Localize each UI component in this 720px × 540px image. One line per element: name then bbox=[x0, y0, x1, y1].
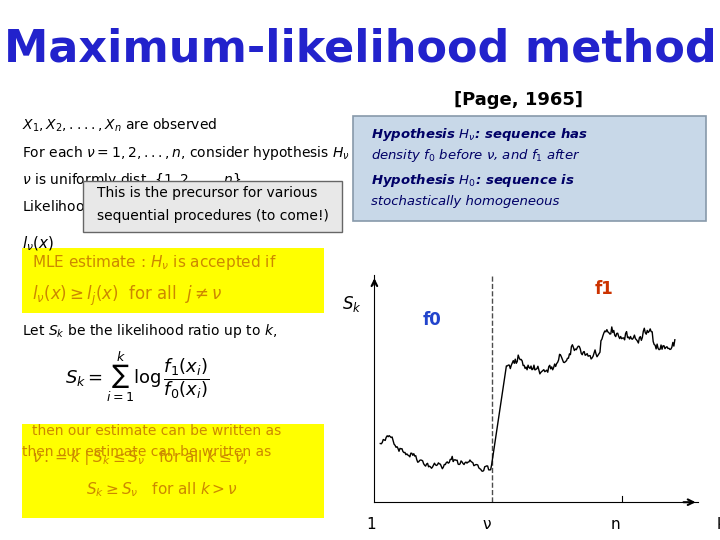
Text: $S_k \geq S_\nu$   for all $k > \nu$: $S_k \geq S_\nu$ for all $k > \nu$ bbox=[86, 480, 238, 499]
FancyBboxPatch shape bbox=[22, 424, 324, 518]
Text: $S_k$: $S_k$ bbox=[342, 294, 361, 314]
Text: Likelihood function corresponding to $H_\nu$: Likelihood function corresponding to $H_… bbox=[22, 198, 297, 215]
Text: f1: f1 bbox=[595, 280, 613, 298]
Text: then our estimate can be written as: then our estimate can be written as bbox=[32, 424, 282, 438]
Text: Let $S_k$ be the likelihood ratio up to $k$,: Let $S_k$ be the likelihood ratio up to … bbox=[22, 322, 276, 340]
Text: $\nu$ is uniformly dist. $\{1,2,...,n\}$: $\nu$ is uniformly dist. $\{1,2,...,n\}$ bbox=[22, 171, 241, 188]
Text: stochastically homogeneous: stochastically homogeneous bbox=[371, 195, 559, 208]
Text: Hypothesis $H_0$: sequence is: Hypothesis $H_0$: sequence is bbox=[371, 172, 575, 188]
Text: $X_1, X_2,...., X_n$ are observed: $X_1, X_2,...., X_n$ are observed bbox=[22, 117, 217, 134]
FancyBboxPatch shape bbox=[22, 248, 324, 313]
Text: $S_k = \sum_{i=1}^{k} \log \dfrac{f_1(x_i)}{f_0(x_i)}$: $S_k = \sum_{i=1}^{k} \log \dfrac{f_1(x_… bbox=[65, 349, 209, 404]
Text: 1: 1 bbox=[366, 517, 376, 532]
FancyBboxPatch shape bbox=[83, 181, 342, 232]
Text: For each $\nu = 1,2,..., n$, consider hypothesis $H_\nu$: For each $\nu = 1,2,..., n$, consider hy… bbox=[22, 144, 350, 161]
Text: ν: ν bbox=[482, 517, 490, 532]
Text: This is the precursor for various: This is the precursor for various bbox=[97, 186, 318, 200]
Text: n: n bbox=[611, 517, 621, 532]
Text: k: k bbox=[716, 517, 720, 532]
Text: $l_\nu(x) \geq l_j(x)$  for all  $j \neq \nu$: $l_\nu(x) \geq l_j(x)$ for all $j \neq \… bbox=[32, 284, 223, 308]
Text: Hypothesis $H_\nu$: sequence has: Hypothesis $H_\nu$: sequence has bbox=[371, 126, 588, 143]
FancyBboxPatch shape bbox=[353, 116, 706, 221]
Text: then our estimate can be written as: then our estimate can be written as bbox=[22, 446, 271, 460]
Text: f0: f0 bbox=[423, 311, 442, 329]
Text: MLE estimate : $H_\nu$ is accepted if: MLE estimate : $H_\nu$ is accepted if bbox=[32, 253, 277, 272]
Text: $\nu := k \mid S_k \leq S_\nu$   for all $k \leq \nu,$: $\nu := k \mid S_k \leq S_\nu$ for all $… bbox=[32, 448, 248, 467]
Text: [Page, 1965]: [Page, 1965] bbox=[454, 91, 583, 109]
Text: Maximum-likelihood method: Maximum-likelihood method bbox=[4, 27, 716, 70]
Text: sequential procedures (to come!): sequential procedures (to come!) bbox=[97, 210, 329, 224]
Text: $l_\nu(x)$: $l_\nu(x)$ bbox=[22, 235, 54, 253]
Text: density $f_0$ before $\nu$, and $f_1$ after: density $f_0$ before $\nu$, and $f_1$ af… bbox=[371, 147, 580, 164]
